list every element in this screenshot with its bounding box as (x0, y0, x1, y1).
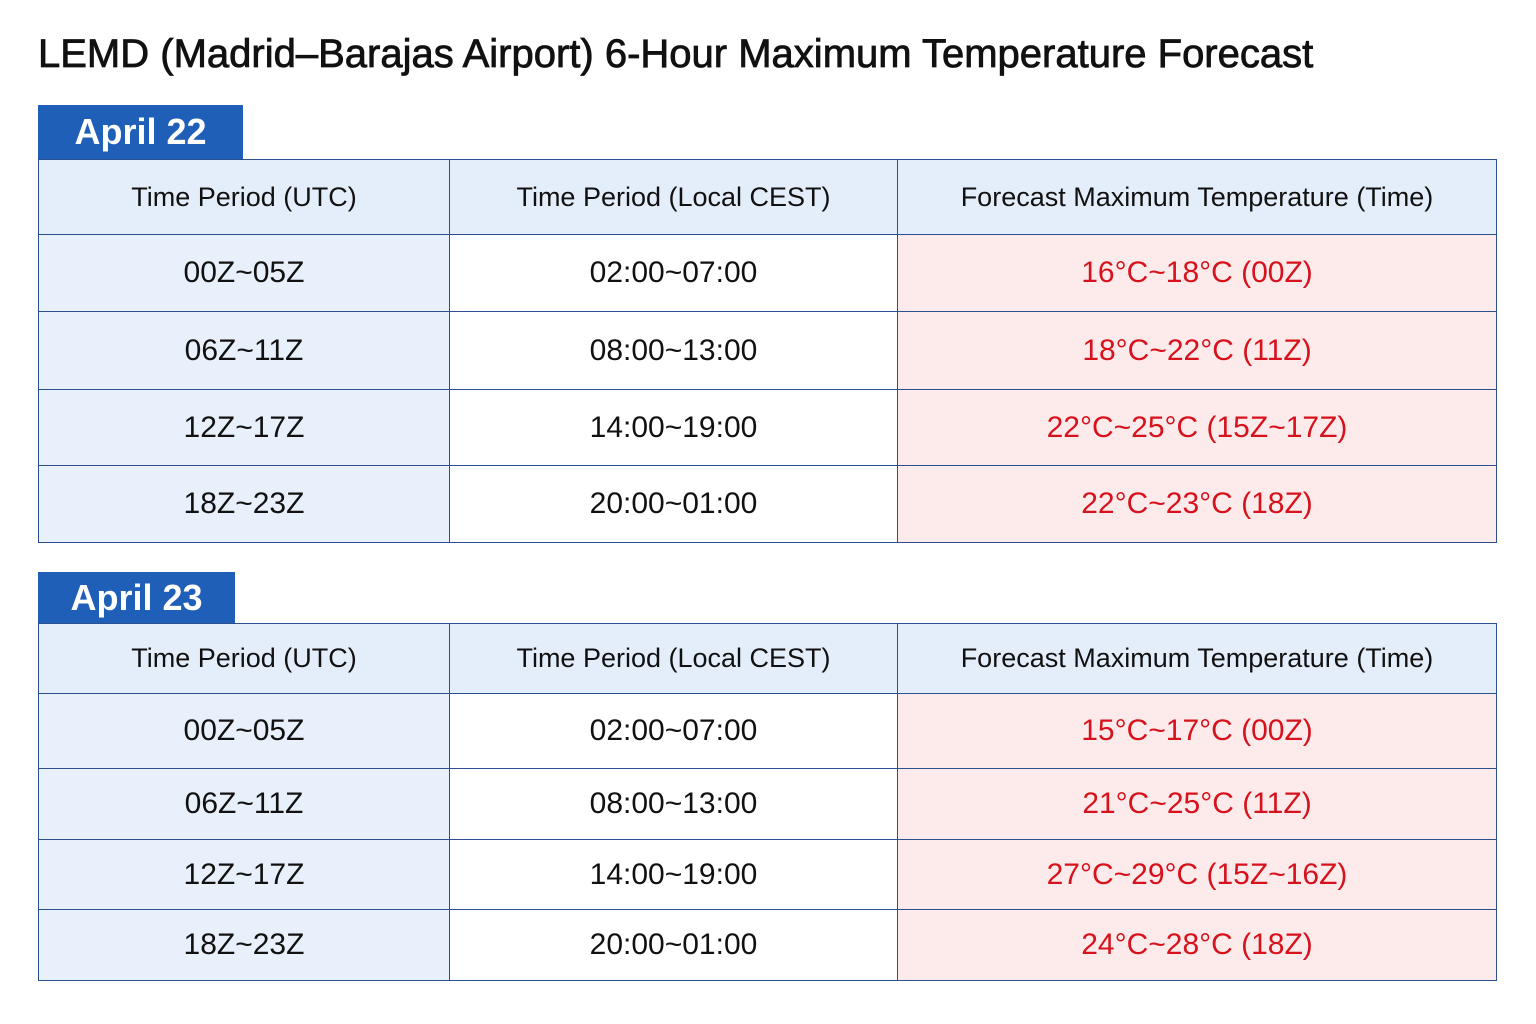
table-cell: 18Z~23Z (38, 465, 450, 543)
table-cell: 15°C~17°C (00Z) (897, 693, 1497, 769)
table-cell: 20:00~01:00 (449, 909, 898, 981)
section-date: April 23 (38, 572, 235, 623)
table-cell: 08:00~13:00 (449, 768, 898, 840)
table-cell: 27°C~29°C (15Z~16Z) (897, 839, 1497, 910)
table-cell: 14:00~19:00 (449, 389, 898, 466)
header-cell: Time Period (UTC) (38, 623, 450, 694)
table-cell: 00Z~05Z (38, 693, 450, 769)
table-cell: 22°C~25°C (15Z~17Z) (897, 389, 1497, 466)
table-cell: 24°C~28°C (18Z) (897, 909, 1497, 981)
table-cell: 21°C~25°C (11Z) (897, 768, 1497, 840)
table-cell: 06Z~11Z (38, 768, 450, 840)
table-cell: 14:00~19:00 (449, 839, 898, 910)
section-date: April 22 (38, 105, 243, 159)
header-cell: Forecast Maximum Temperature (Time) (897, 623, 1497, 694)
header-cell: Time Period (Local CEST) (449, 159, 898, 235)
table-cell: 22°C~23°C (18Z) (897, 465, 1497, 543)
table-cell: 16°C~18°C (00Z) (897, 234, 1497, 312)
table-cell: 00Z~05Z (38, 234, 450, 312)
table-cell: 02:00~07:00 (449, 693, 898, 769)
header-cell: Time Period (UTC) (38, 159, 450, 235)
table-cell: 06Z~11Z (38, 311, 450, 390)
header-cell: Time Period (Local CEST) (449, 623, 898, 694)
header-cell: Forecast Maximum Temperature (Time) (897, 159, 1497, 235)
table-cell: 02:00~07:00 (449, 234, 898, 312)
page-title: LEMD (Madrid–Barajas Airport) 6-Hour Max… (38, 32, 1314, 77)
table-cell: 18°C~22°C (11Z) (897, 311, 1497, 390)
table-cell: 12Z~17Z (38, 839, 450, 910)
table-cell: 20:00~01:00 (449, 465, 898, 543)
table-cell: 12Z~17Z (38, 389, 450, 466)
table-cell: 18Z~23Z (38, 909, 450, 981)
table-cell: 08:00~13:00 (449, 311, 898, 390)
